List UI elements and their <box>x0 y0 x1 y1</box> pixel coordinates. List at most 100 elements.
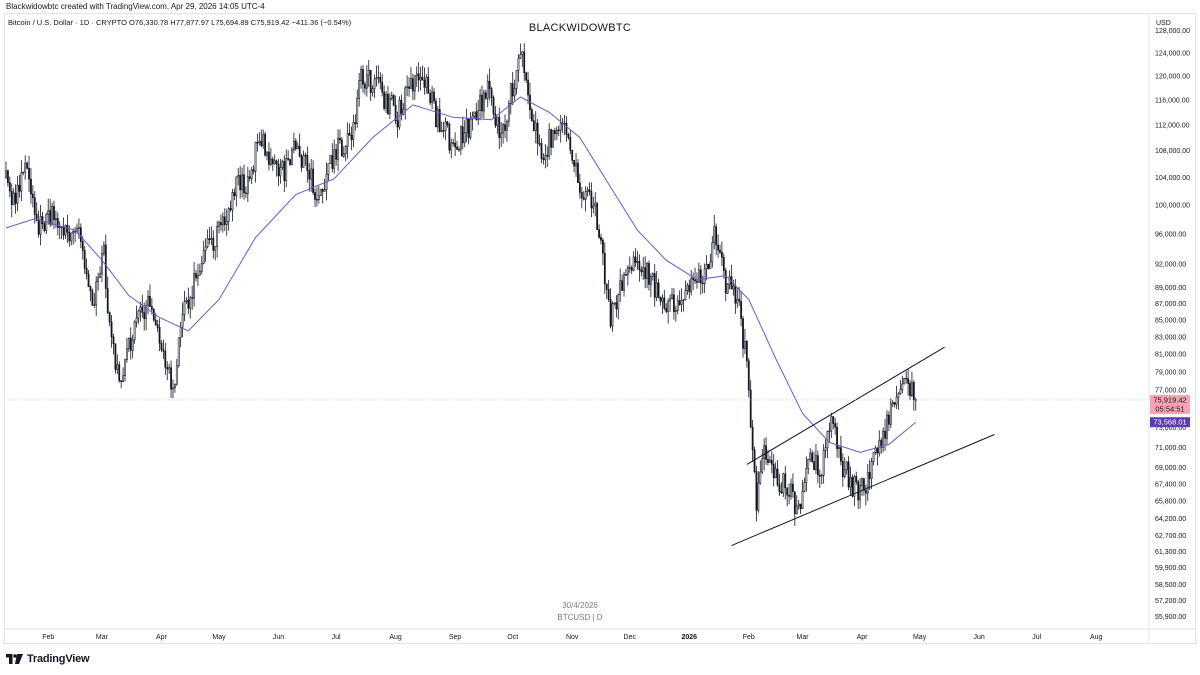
candle-body <box>124 359 126 376</box>
candle-body <box>206 238 209 248</box>
price-axis-tick-label: 65,800.00 <box>1155 499 1186 506</box>
price-axis-tick-label: 120,000.00 <box>1155 74 1190 81</box>
last-price-tag[interactable] <box>1150 394 1190 414</box>
candle-body <box>905 377 908 380</box>
candle-body <box>853 476 856 497</box>
candle-body <box>661 297 664 302</box>
candle-body <box>584 191 587 200</box>
candle-body <box>726 283 729 294</box>
time-axis-tick-label: Nov <box>566 634 579 641</box>
candle-body <box>406 86 409 89</box>
candle-body <box>381 81 384 93</box>
candle-body <box>191 297 194 299</box>
candle-body <box>275 160 278 165</box>
candle-body <box>225 221 228 225</box>
candle-body <box>108 312 111 323</box>
tradingview-logo[interactable]: TradingView <box>6 653 90 665</box>
candle-body <box>390 95 393 99</box>
candle-body <box>195 273 197 279</box>
symbol-ohlc-legend[interactable]: Bitcoin / U.S. Dollar · 1D · CRYPTO O76,… <box>8 18 352 27</box>
candle-body <box>118 364 121 381</box>
candle-body <box>235 176 238 196</box>
candle-body <box>477 110 480 121</box>
price-axis-tick-label: 81,000.00 <box>1155 352 1186 359</box>
candle-body <box>887 414 890 425</box>
candle-body <box>813 461 815 470</box>
candle-body <box>525 72 528 81</box>
candle-body <box>912 382 915 400</box>
candle-body <box>133 321 136 341</box>
candle-body <box>625 274 627 276</box>
candle-body <box>281 161 284 168</box>
candle-body <box>786 487 789 496</box>
candle-body <box>834 423 837 428</box>
time-axis-tick-label: Apr <box>156 634 168 641</box>
candle-body <box>352 122 355 140</box>
candle-body <box>851 477 854 497</box>
candle-body <box>208 238 211 240</box>
candle-body <box>640 269 643 273</box>
time-axis-tick-label: May <box>913 634 927 641</box>
price-axis-tick-label: 55,900.00 <box>1155 614 1186 621</box>
candle-body <box>292 140 295 150</box>
candle-body <box>364 83 366 89</box>
channel-upper-trendline[interactable] <box>746 346 945 465</box>
time-axis-tick-label: Mar <box>796 634 809 641</box>
chart-attribution: Blackwidowbtc created with TradingView.c… <box>6 2 265 11</box>
candle-body <box>500 132 503 138</box>
candle-body <box>899 389 902 394</box>
candle-body <box>507 103 510 122</box>
candle-body <box>291 149 293 165</box>
candle-body <box>459 126 462 150</box>
candle-body <box>379 77 382 83</box>
price-axis-tick-label: 96,000.00 <box>1155 231 1186 238</box>
candle-body <box>761 458 764 473</box>
candle-body <box>367 69 370 76</box>
candle-body <box>855 476 858 483</box>
candle-body <box>417 73 420 81</box>
candle-body <box>809 452 812 460</box>
candle-body <box>646 263 648 279</box>
candle-body <box>479 94 481 111</box>
candle-body <box>162 349 165 352</box>
tradingview-logo-text: TradingView <box>27 653 90 665</box>
candle-body <box>383 91 386 109</box>
candle-body <box>897 393 900 398</box>
candle-body <box>350 135 353 140</box>
candle-body <box>85 267 88 275</box>
candle-body <box>494 113 497 126</box>
candle-body <box>803 482 806 492</box>
candle-body <box>767 459 769 463</box>
candle-body <box>212 237 215 251</box>
candle-body <box>605 283 608 290</box>
candle-body <box>770 459 773 465</box>
candle-body <box>542 157 545 161</box>
candle-body <box>143 312 146 319</box>
candle-body <box>97 277 100 283</box>
candle-body <box>707 263 710 269</box>
chart-title: BLACKWIDOWBTC <box>528 22 632 34</box>
candle-body <box>626 267 629 276</box>
candle-body <box>198 271 201 276</box>
candle-body <box>106 288 109 313</box>
candle-body <box>692 277 695 281</box>
price-axis-tick-label: 61,300.00 <box>1155 549 1186 556</box>
candle-body <box>711 242 714 263</box>
price-axis-tick-label: 58,500.00 <box>1155 582 1186 589</box>
candle-body <box>513 88 516 97</box>
candle-body <box>815 455 817 470</box>
moving-average-tag[interactable] <box>1150 417 1190 428</box>
bar-countdown-label: 05:54:51 <box>1155 404 1184 413</box>
channel-lower-trendline[interactable] <box>731 434 995 546</box>
candle-body <box>594 202 597 207</box>
candle-body <box>362 69 364 85</box>
candle-body <box>300 155 303 168</box>
candle-body <box>79 227 82 242</box>
price-axis-tick-label: 112,000.00 <box>1155 122 1190 129</box>
candle-body <box>736 298 739 304</box>
price-axis-tick-label: 124,000.00 <box>1155 50 1190 57</box>
candle-body <box>721 251 723 258</box>
candle-body <box>410 78 412 89</box>
price-axis-tick-label: 57,200.00 <box>1155 598 1186 605</box>
